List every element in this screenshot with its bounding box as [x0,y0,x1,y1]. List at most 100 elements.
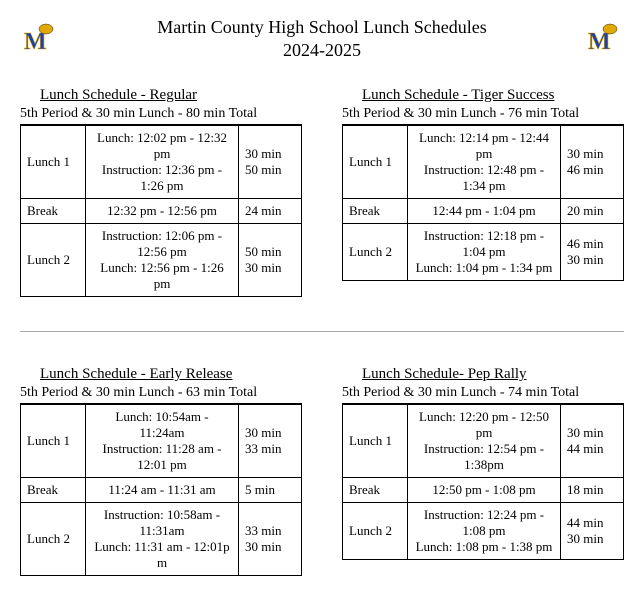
row-times: Instruction: 12:18 pm - 1:04 pm Lunch: 1… [408,223,561,280]
row-duration: 30 min 46 min [561,125,624,198]
row-duration: 18 min [561,477,624,502]
time-line: Instruction: 12:48 pm - 1:34 pm [414,162,554,194]
dur-line: 50 min [245,244,295,260]
dur-line: 33 min [245,441,295,457]
row-times: 12:44 pm - 1:04 pm [408,198,561,223]
row-times: Instruction: 10:58am - 11:31am Lunch: 11… [86,502,239,575]
row-label: Lunch 2 [21,223,86,296]
row-duration: 30 min 44 min [561,404,624,477]
row-times: 11:24 am - 11:31 am [86,477,239,502]
row-label: Break [343,477,408,502]
row-duration: 30 min 50 min [239,125,302,198]
time-line: Instruction: 12:24 pm - 1:08 pm [414,507,554,539]
row-label: Break [21,477,86,502]
dur-line: 30 min [567,252,617,268]
row-duration: 20 min [561,198,624,223]
row-duration: 44 min 30 min [561,502,624,559]
table-row: Lunch 1 Lunch: 12:02 pm - 12:32 pm Instr… [21,125,302,198]
table-row: Break 12:44 pm - 1:04 pm 20 min [343,198,624,223]
schedule-table: Lunch 1 Lunch: 12:14 pm - 12:44 pm Instr… [342,125,624,281]
row-times: 12:32 pm - 12:56 pm [86,198,239,223]
table-row: Break 12:50 pm - 1:08 pm 18 min [343,477,624,502]
table-row: Lunch 2 Instruction: 12:06 pm - 12:56 pm… [21,223,302,296]
schedule-pep-rally: Lunch Schedule- Pep Rally 5th Period & 3… [342,366,624,576]
row-label: Break [21,198,86,223]
schedule-subtitle: 5th Period & 30 min Lunch - 63 min Total [20,385,302,404]
row-times: Lunch: 12:14 pm - 12:44 pm Instruction: … [408,125,561,198]
time-line: Lunch: 11:31 am - 12:01p m [92,539,232,571]
dur-line: 33 min [245,523,295,539]
row-times: Lunch: 10:54am - 11:24am Instruction: 11… [86,404,239,477]
row-duration: 5 min [239,477,302,502]
header: M Martin County High School Lunch Schedu… [20,16,624,63]
row-duration: 46 min 30 min [561,223,624,280]
dur-line: 30 min [245,539,295,555]
dur-line: 46 min [567,162,617,178]
time-line: Instruction: 12:54 pm - 1:38pm [414,441,554,473]
time-line: Lunch: 12:14 pm - 12:44 pm [414,130,554,162]
row-label: Break [343,198,408,223]
schedules-grid: Lunch Schedule - Regular 5th Period & 30… [20,87,624,576]
schedule-subtitle: 5th Period & 30 min Lunch - 76 min Total [342,106,624,125]
row-times: Instruction: 12:24 pm - 1:08 pm Lunch: 1… [408,502,561,559]
dur-line: 30 min [245,425,295,441]
dur-line: 44 min [567,441,617,457]
table-row: Break 11:24 am - 11:31 am 5 min [21,477,302,502]
schedule-regular: Lunch Schedule - Regular 5th Period & 30… [20,87,302,297]
row-duration: 33 min 30 min [239,502,302,575]
row-label: Lunch 2 [21,502,86,575]
schedule-table: Lunch 1 Lunch: 12:20 pm - 12:50 pm Instr… [342,404,624,560]
schedule-tiger-success: Lunch Schedule - Tiger Success 5th Perio… [342,87,624,297]
schedule-early-release: Lunch Schedule - Early Release 5th Perio… [20,366,302,576]
time-line: Instruction: 12:06 pm - 12:56 pm [92,228,232,260]
dur-line: 30 min [567,531,617,547]
schedule-title: Lunch Schedule- Pep Rally [342,366,624,383]
table-row: Lunch 1 Lunch: 12:20 pm - 12:50 pm Instr… [343,404,624,477]
table-row: Lunch 2 Instruction: 12:18 pm - 1:04 pm … [343,223,624,280]
dur-line: 50 min [245,162,295,178]
dur-line: 30 min [567,425,617,441]
time-line: Lunch: 10:54am - 11:24am [92,409,232,441]
schedule-subtitle: 5th Period & 30 min Lunch - 74 min Total [342,385,624,404]
table-row: Lunch 1 Lunch: 12:14 pm - 12:44 pm Instr… [343,125,624,198]
school-logo-left-icon: M [20,19,60,59]
row-times: Instruction: 12:06 pm - 12:56 pm Lunch: … [86,223,239,296]
schedule-subtitle: 5th Period & 30 min Lunch - 80 min Total [20,106,302,125]
table-row: Lunch 2 Instruction: 12:24 pm - 1:08 pm … [343,502,624,559]
table-row: Lunch 1 Lunch: 10:54am - 11:24am Instruc… [21,404,302,477]
page-title-block: Martin County High School Lunch Schedule… [60,16,584,63]
row-times: 12:50 pm - 1:08 pm [408,477,561,502]
row-duration: 24 min [239,198,302,223]
schedule-title: Lunch Schedule - Regular [20,87,302,104]
table-row: Lunch 2 Instruction: 10:58am - 11:31am L… [21,502,302,575]
table-row: Break 12:32 pm - 12:56 pm 24 min [21,198,302,223]
dur-line: 46 min [567,236,617,252]
row-label: Lunch 1 [343,125,408,198]
row-label: Lunch 1 [21,404,86,477]
row-times: Lunch: 12:20 pm - 12:50 pm Instruction: … [408,404,561,477]
time-line: Instruction: 12:36 pm - 1:26 pm [92,162,232,194]
row-label: Lunch 2 [343,502,408,559]
schedule-title: Lunch Schedule - Early Release [20,366,302,383]
time-line: Lunch: 1:08 pm - 1:38 pm [414,539,554,555]
dur-line: 44 min [567,515,617,531]
schedule-table: Lunch 1 Lunch: 12:02 pm - 12:32 pm Instr… [20,125,302,297]
row-label: Lunch 1 [21,125,86,198]
page-title: Martin County High School Lunch Schedule… [60,16,584,39]
row-label: Lunch 2 [343,223,408,280]
dur-line: 30 min [567,146,617,162]
dur-line: 30 min [245,260,295,276]
time-line: Instruction: 10:58am - 11:31am [92,507,232,539]
page-subtitle: 2024-2025 [60,39,584,62]
section-divider [20,331,624,332]
time-line: Lunch: 1:04 pm - 1:34 pm [414,260,554,276]
row-times: Lunch: 12:02 pm - 12:32 pm Instruction: … [86,125,239,198]
time-line: Lunch: 12:56 pm - 1:26 pm [92,260,232,292]
row-duration: 50 min 30 min [239,223,302,296]
row-label: Lunch 1 [343,404,408,477]
schedule-table: Lunch 1 Lunch: 10:54am - 11:24am Instruc… [20,404,302,576]
time-line: Instruction: 11:28 am - 12:01 pm [92,441,232,473]
dur-line: 30 min [245,146,295,162]
row-duration: 30 min 33 min [239,404,302,477]
school-logo-right-icon: M [584,19,624,59]
